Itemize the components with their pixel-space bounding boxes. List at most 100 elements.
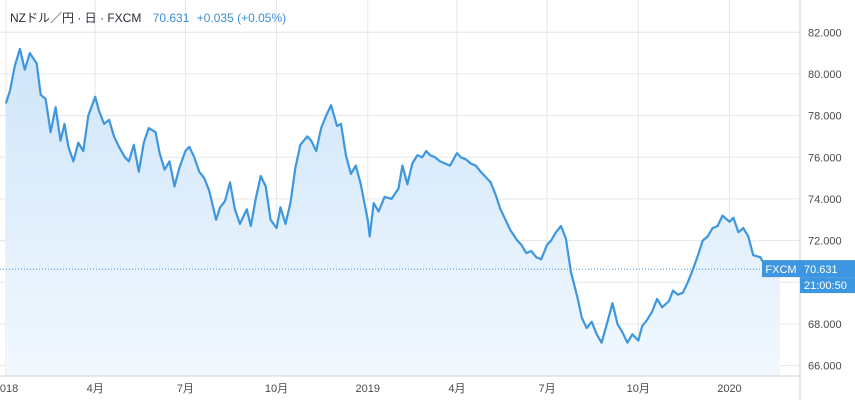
data-point	[124, 156, 126, 159]
series-area-fill	[6, 48, 780, 377]
data-point	[504, 219, 507, 221]
series-line[interactable]	[4, 47, 782, 344]
data-point	[535, 256, 537, 259]
data-point	[250, 225, 252, 227]
data-point	[133, 144, 135, 146]
data-point	[340, 123, 342, 125]
data-point	[546, 244, 548, 246]
data-point	[550, 239, 552, 242]
data-point	[475, 164, 477, 167]
data-point	[113, 135, 115, 138]
x-axis: 2018 4月 7月 10月 2019 4月 7月 10月 2020	[0, 375, 800, 395]
y-tick-label: 68.000	[808, 319, 842, 331]
data-point	[325, 114, 327, 117]
data-point	[118, 146, 120, 148]
data-point	[103, 123, 105, 125]
data-point	[279, 206, 282, 209]
data-point	[747, 235, 750, 238]
data-point	[87, 114, 90, 117]
y-tick-label: 82.000	[808, 27, 842, 39]
data-point	[555, 231, 557, 233]
data-point	[82, 150, 85, 152]
data-point	[416, 154, 419, 156]
source-tag-label: FXCM	[765, 264, 796, 276]
data-point	[310, 139, 313, 142]
data-point	[637, 339, 640, 342]
data-point	[72, 160, 75, 163]
price-area-layer	[4, 47, 782, 377]
data-point	[128, 160, 130, 163]
data-point	[411, 162, 414, 165]
data-point	[607, 316, 610, 319]
data-point	[687, 281, 689, 284]
data-point	[600, 341, 603, 344]
data-point	[390, 198, 393, 200]
data-point	[530, 250, 532, 252]
data-point	[138, 171, 140, 173]
data-point	[540, 258, 542, 261]
data-point	[494, 193, 497, 196]
data-point	[425, 150, 428, 152]
data-point	[470, 162, 472, 165]
data-point	[54, 106, 57, 108]
data-point	[77, 141, 80, 144]
symbol-label: NZドル／円 · 日 · FXCM	[10, 11, 142, 25]
data-point	[224, 200, 226, 202]
data-point	[456, 152, 458, 154]
y-tick-label: 66.000	[808, 361, 842, 373]
data-point	[525, 252, 528, 254]
data-point	[19, 48, 21, 50]
data-point	[651, 310, 653, 313]
x-tick-label: 4月	[448, 383, 465, 395]
data-point	[737, 231, 740, 233]
data-point	[585, 327, 588, 329]
data-point	[360, 183, 362, 186]
data-point	[372, 202, 375, 204]
data-point	[259, 175, 262, 177]
data-point	[254, 198, 257, 200]
data-point	[269, 219, 272, 221]
data-point	[24, 68, 26, 71]
data-point	[294, 166, 297, 169]
data-point	[188, 146, 191, 148]
x-tick-label: 7月	[177, 383, 194, 395]
data-point	[721, 214, 724, 217]
data-point	[406, 183, 409, 186]
data-point	[63, 123, 66, 125]
data-point	[229, 181, 231, 184]
data-point	[289, 202, 292, 204]
data-point	[759, 256, 761, 259]
source-tag-box	[762, 260, 800, 278]
data-point	[509, 229, 512, 231]
data-point	[5, 102, 7, 104]
chart-legend: NZドル／円 · 日 · FXCM 70.631 +0.035 (+0.05%)	[10, 9, 286, 26]
data-point	[646, 318, 648, 321]
data-point	[154, 131, 157, 133]
data-point	[626, 341, 629, 344]
data-point	[611, 302, 614, 304]
data-point	[355, 164, 357, 167]
data-point	[732, 216, 735, 219]
x-tick-label: 2018	[0, 383, 18, 395]
data-point	[49, 131, 52, 133]
data-point	[641, 325, 643, 327]
data-point	[320, 127, 322, 129]
data-point	[516, 239, 519, 242]
data-point	[728, 221, 731, 223]
data-point	[9, 89, 11, 92]
y-tick-label: 72.000	[808, 236, 842, 248]
data-point	[570, 271, 572, 273]
data-point	[39, 94, 42, 96]
price-change: +0.035 (+0.05%)	[196, 11, 287, 25]
price-tag-box	[800, 260, 855, 278]
data-point	[264, 185, 267, 188]
data-point	[460, 156, 462, 159]
data-point	[284, 223, 287, 225]
data-point	[656, 298, 658, 300]
x-tick-label: 7月	[539, 383, 556, 395]
data-point	[198, 171, 201, 173]
y-tick-label: 80.000	[808, 69, 842, 81]
data-point	[439, 160, 441, 163]
